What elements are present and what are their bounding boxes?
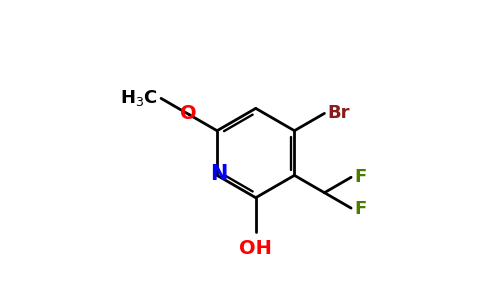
Text: F: F <box>354 200 366 218</box>
Text: OH: OH <box>239 238 272 257</box>
Text: Br: Br <box>328 103 350 122</box>
Text: O: O <box>180 104 197 123</box>
Text: N: N <box>210 164 227 184</box>
Text: H$_3$C: H$_3$C <box>120 88 158 108</box>
Text: F: F <box>354 167 366 185</box>
